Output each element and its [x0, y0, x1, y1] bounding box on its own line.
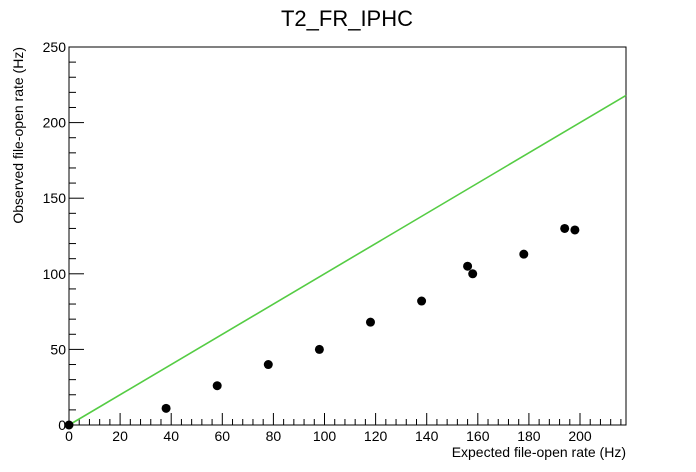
scatter-series — [64, 223, 580, 430]
x-tick-label: 120 — [364, 428, 388, 444]
data-point — [212, 381, 222, 391]
reference-line — [68, 94, 627, 426]
data-point — [463, 261, 473, 271]
y-tick-label: 100 — [43, 266, 67, 282]
data-point — [161, 403, 171, 413]
plot-frame — [68, 46, 627, 426]
x-axis: 0 20 40 60 80 100 120 140 160 180 200 — [65, 413, 622, 444]
data-point — [314, 344, 324, 354]
y-tick-label: 50 — [50, 341, 66, 357]
y-tick-label: 0 — [58, 417, 66, 433]
x-tick-label: 160 — [466, 428, 490, 444]
y-tick-label: 150 — [43, 190, 67, 206]
x-tick-label: 60 — [215, 428, 231, 444]
y-axis: 0 50 100 150 200 250 — [43, 39, 84, 433]
x-tick-label: 80 — [266, 428, 282, 444]
data-point — [64, 420, 74, 430]
x-tick-label: 200 — [568, 428, 592, 444]
x-tick-label: 40 — [163, 428, 179, 444]
x-axis-label: Expected file-open rate (Hz) — [452, 444, 626, 460]
reference-line-series — [68, 94, 627, 426]
data-point — [519, 249, 529, 259]
data-point — [468, 269, 478, 279]
x-tick-label: 180 — [517, 428, 541, 444]
plot-frame-border — [68, 46, 627, 426]
x-tick-label: 20 — [112, 428, 128, 444]
y-axis-label: Observed file-open rate (Hz) — [10, 47, 26, 224]
x-tick-label: 140 — [415, 428, 439, 444]
x-tick-label: 100 — [313, 428, 337, 444]
x-tick-label: 0 — [65, 428, 73, 444]
data-point — [365, 317, 375, 327]
data-point — [263, 360, 273, 370]
y-tick-label: 250 — [43, 39, 67, 55]
y-tick-label: 200 — [43, 115, 67, 131]
data-point — [560, 223, 570, 233]
data-point — [570, 225, 580, 235]
data-point — [417, 296, 427, 306]
chart-title: T2_FR_IPHC — [281, 6, 413, 31]
